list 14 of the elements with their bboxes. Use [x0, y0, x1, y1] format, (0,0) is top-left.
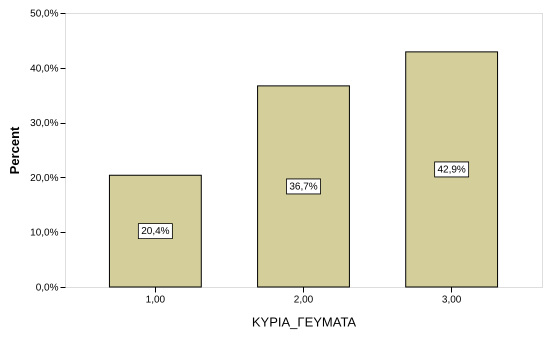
y-tick-label: 30,0%: [30, 118, 59, 130]
y-tick-label: 40,0%: [30, 63, 59, 74]
data-label: 42,9%: [437, 164, 466, 176]
x-axis-title: ΚΥΡΙΑ_ΓΕΥΜΑΤΑ: [252, 314, 356, 330]
y-axis-title: Percent: [7, 126, 22, 174]
y-tick-label: 50,0%: [30, 8, 59, 20]
y-tick-label: 20,0%: [30, 172, 59, 184]
data-label: 20,4%: [141, 226, 170, 238]
x-tick-label: 1,00: [146, 294, 166, 306]
x-tick-label: 3,00: [442, 294, 462, 306]
data-label: 36,7%: [289, 181, 318, 192]
y-tick-label: 10,0%: [30, 228, 59, 239]
y-tick-label: 0,0%: [36, 282, 59, 294]
x-tick-label: 2,00: [294, 294, 314, 306]
